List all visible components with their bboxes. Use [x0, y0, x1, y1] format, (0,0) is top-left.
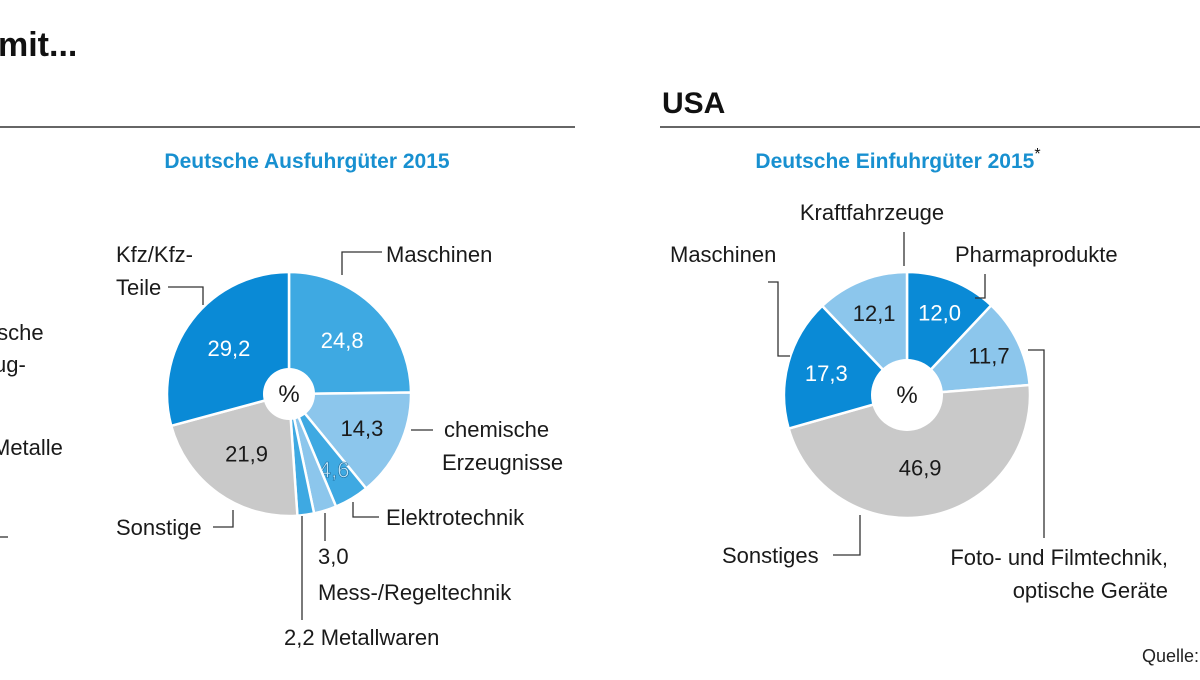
- leader-line: [341, 251, 382, 275]
- leader-line: [352, 502, 379, 518]
- slice-value-label: 46,9: [899, 456, 942, 481]
- slice-value-label: 29,2: [208, 336, 251, 361]
- leader-line: [833, 515, 861, 556]
- usa-title: USA: [662, 87, 725, 120]
- label-sonstiges: Sonstiges: [722, 543, 819, 568]
- pie-slice-kfz-kfz-teile: [165, 270, 291, 428]
- pie-center-hole: [871, 359, 943, 431]
- pie-center-hole: [263, 368, 315, 420]
- label-maschinen: Maschinen: [386, 242, 492, 267]
- value-mess: 3,0: [318, 544, 349, 569]
- leader-line: [168, 286, 204, 305]
- label-maschinen-usa: Maschinen: [670, 242, 776, 267]
- label-pharmaprodukte: Pharmaprodukte: [955, 242, 1118, 267]
- percent-center-label: %: [278, 381, 299, 408]
- label-elektrotechnik: Elektrotechnik: [386, 505, 525, 530]
- pie-slice-foto-und-filmtechnik-optische-geräte: [903, 303, 1031, 397]
- leader-line: [975, 274, 986, 299]
- slice-value-label: 12,1: [853, 301, 896, 326]
- label-foto-2: optische Geräte: [1013, 578, 1168, 603]
- slice-value-label: 12,0: [918, 301, 961, 326]
- label-mess: Mess-/Regeltechnik: [318, 580, 512, 605]
- label-chemische-2: Erzeugnisse: [442, 450, 563, 475]
- slice-value-label: 11,7: [968, 343, 1009, 368]
- label-kraftfahrzeuge: Kraftfahrzeuge: [800, 200, 944, 225]
- cropped-label: nische: [0, 320, 44, 345]
- label-kfz-1: Kfz/Kfz-: [116, 242, 193, 267]
- pie-slice-maschinen: [287, 270, 413, 396]
- percent-center-label: %: [896, 382, 917, 409]
- label-metallwaren: 2,2 Metallwaren: [284, 625, 439, 650]
- footnote-asterisk: *: [1034, 146, 1040, 163]
- slice-value-label: 21,9: [225, 442, 268, 467]
- pie-slice-kraftfahrzeuge: [820, 270, 909, 399]
- page-title-fragment: mit...: [0, 26, 77, 64]
- label-kfz-2: Teile: [116, 275, 161, 300]
- label-chemische-1: chemische: [444, 417, 549, 442]
- chart-title-imports: Deutsche Einfuhrgüter 2015*: [755, 146, 1040, 173]
- leader-line: [768, 281, 790, 357]
- pie-slice-sonstiges: [787, 383, 1032, 520]
- pie-slice-chemische-erzeugnisse: [286, 391, 413, 491]
- label-sonstige: Sonstige: [116, 515, 202, 540]
- label-foto-1: Foto- und Filmtechnik,: [950, 545, 1168, 570]
- slice-value-label: 17,3: [805, 361, 848, 386]
- cropped-label: Metalle: [0, 435, 63, 460]
- source-label: Quelle:: [1142, 646, 1199, 666]
- leader-line: [1028, 349, 1045, 538]
- slice-value-label: 24,8: [321, 328, 364, 353]
- chart-title-exports: Deutsche Ausfuhrgüter 2015: [164, 150, 449, 173]
- pie-slice-sonstige: [169, 392, 299, 518]
- slice-value-label: 14,3: [341, 416, 384, 441]
- pie-exports: 24,814,34,621,929,2%: [165, 270, 413, 518]
- pie-imports: 12,0 11,7 46,9 17,3 12,1%: [782, 270, 1032, 520]
- pie-slice-pharmaprodukte: [905, 270, 993, 399]
- leader-line: [213, 510, 234, 528]
- chart-title-imports-text: Deutsche Einfuhrgüter 2015: [755, 150, 1034, 173]
- cropped-label: ug-: [0, 352, 26, 377]
